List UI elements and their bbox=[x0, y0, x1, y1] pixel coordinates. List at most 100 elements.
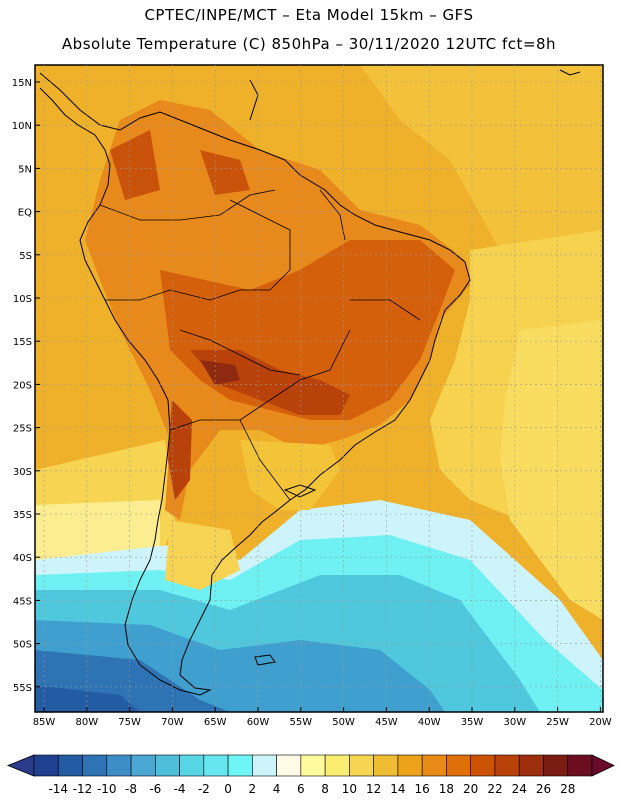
title-line-1: CPTEC/INPE/MCT – Eta Model 15km – GFS bbox=[144, 6, 474, 24]
colorbar-label: 20 bbox=[463, 782, 478, 796]
lat-label: 30S bbox=[13, 467, 32, 478]
colorbar-label: 24 bbox=[512, 782, 527, 796]
border-7 bbox=[350, 299, 421, 321]
colorbar-label: 18 bbox=[439, 782, 454, 796]
lat-label: 45S bbox=[13, 596, 32, 607]
colorbar-label: -10 bbox=[97, 782, 117, 796]
colorbar-swatch bbox=[494, 754, 520, 777]
colorbar-label: -6 bbox=[149, 782, 161, 796]
lat-label: 35S bbox=[13, 510, 32, 521]
border-3 bbox=[99, 189, 276, 221]
colorbar-label: 22 bbox=[487, 782, 502, 796]
colorbar-label: 14 bbox=[390, 782, 405, 796]
colorbar-label: -8 bbox=[125, 782, 137, 796]
field-land-hottest bbox=[200, 360, 240, 385]
colorbar-swatch bbox=[421, 754, 447, 777]
borders bbox=[99, 189, 421, 501]
field-ne-warm bbox=[360, 65, 603, 250]
colorbar-swatch bbox=[518, 754, 544, 777]
colorbar-label: -4 bbox=[174, 782, 186, 796]
lon-label: 30W bbox=[503, 717, 526, 728]
colorbar-swatch bbox=[373, 754, 399, 777]
colorbar-label: 26 bbox=[536, 782, 551, 796]
lon-label: 55W bbox=[289, 717, 312, 728]
colorbar-swatch bbox=[446, 754, 471, 777]
colorbar-swatch bbox=[155, 754, 180, 777]
longitude-labels: 85W 80W 75W 70W 65W 60W 55W 50W 45W 40W 35W 30W 25W 2… bbox=[33, 717, 612, 728]
field-cold-6 bbox=[35, 685, 140, 712]
colorbar-label: 28 bbox=[560, 782, 575, 796]
lat-label: EQ bbox=[18, 208, 32, 219]
colorbar-low-arrow bbox=[6, 754, 35, 777]
colorbar-swatch bbox=[567, 754, 593, 777]
colorbar-swatch bbox=[543, 754, 569, 777]
colorbar-swatch bbox=[300, 754, 326, 777]
border-1 bbox=[169, 329, 351, 431]
lagoon bbox=[283, 484, 317, 498]
lat-label: 50S bbox=[13, 640, 32, 651]
colorbar-label: 4 bbox=[273, 782, 281, 796]
colorbar-swatch bbox=[470, 754, 496, 777]
lon-label: 65W bbox=[204, 717, 227, 728]
lon-label: 60W bbox=[247, 717, 270, 728]
lon-label: 70W bbox=[161, 717, 184, 728]
colorbar-label: -12 bbox=[73, 782, 93, 796]
lon-label: 45W bbox=[375, 717, 398, 728]
lat-label: 55S bbox=[13, 683, 32, 694]
falklands bbox=[254, 654, 276, 666]
field-north-hot bbox=[110, 130, 160, 200]
border-2 bbox=[105, 199, 291, 301]
colorbar-swatch bbox=[130, 754, 156, 777]
colorbar-high-arrow bbox=[591, 754, 615, 777]
colorbar-swatch bbox=[324, 754, 350, 777]
colorbar-label: 6 bbox=[297, 782, 305, 796]
border-4 bbox=[179, 329, 301, 376]
lat-label: 40S bbox=[13, 553, 32, 564]
lat-label: 15S bbox=[13, 337, 32, 348]
lon-label: 35W bbox=[461, 717, 484, 728]
colorbar-label: 10 bbox=[342, 782, 357, 796]
lat-label: 10N bbox=[12, 121, 32, 132]
colorbar-labels: -14 -12 -10 -8 -6 -4 -2 0 2 4 6 8 10 12 14 16 18 20 22 24 26… bbox=[48, 782, 575, 796]
colorbar-label: 2 bbox=[249, 782, 257, 796]
map-frame bbox=[34, 64, 604, 713]
colorbar-swatch bbox=[57, 754, 83, 777]
colorbar-swatch bbox=[33, 754, 59, 777]
lon-label: 50W bbox=[332, 717, 355, 728]
lat-label: 20S bbox=[13, 380, 32, 391]
lon-label: 85W bbox=[33, 717, 56, 728]
field-sw-pale bbox=[35, 500, 160, 565]
lon-label: 20W bbox=[589, 717, 612, 728]
colorbar-label: 0 bbox=[224, 782, 232, 796]
colorbar-swatch bbox=[276, 754, 302, 777]
graticule bbox=[35, 65, 603, 712]
field-east-pale bbox=[500, 320, 603, 620]
coast-fragment-2 bbox=[559, 69, 581, 76]
colorbar-swatch bbox=[179, 754, 205, 777]
colorbar-label: -2 bbox=[198, 782, 210, 796]
field-patagonia bbox=[165, 520, 240, 590]
lat-label: 15N bbox=[12, 78, 32, 89]
colorbar-label: 12 bbox=[366, 782, 381, 796]
colorbar-label: 16 bbox=[415, 782, 430, 796]
colorbar-swatch bbox=[227, 754, 253, 777]
latitude-labels: 15N 10N 5N EQ 5S 10S 15S 20S 25S 30S 35S 40S 45S 50S 5… bbox=[12, 78, 32, 694]
lon-label: 25W bbox=[546, 717, 569, 728]
lat-label: 5S bbox=[19, 251, 32, 262]
lat-label: 10S bbox=[13, 294, 32, 305]
colorbar-swatch bbox=[203, 754, 229, 777]
colorbar-label: 8 bbox=[321, 782, 329, 796]
field-uruguay bbox=[240, 440, 340, 510]
field-north-hot-2 bbox=[200, 150, 250, 195]
coastline-main bbox=[39, 72, 471, 696]
title-line-2: Absolute Temperature (C) 850hPa – 30/11/… bbox=[61, 35, 557, 53]
colorbar-swatch bbox=[106, 754, 132, 777]
colorbar-swatch bbox=[349, 754, 374, 777]
lon-label: 80W bbox=[75, 717, 98, 728]
colorbar bbox=[6, 754, 615, 777]
border-5 bbox=[239, 419, 291, 501]
temperature-field bbox=[35, 65, 603, 712]
colorbar-swatch bbox=[252, 754, 277, 777]
lon-label: 40W bbox=[418, 717, 441, 728]
